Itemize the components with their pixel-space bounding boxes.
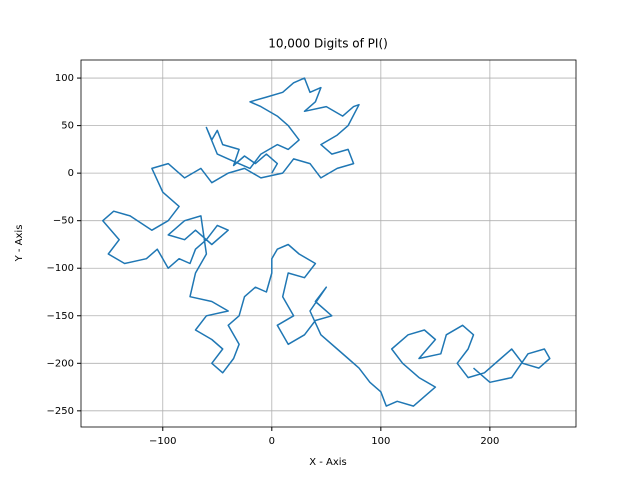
- y-tick-label: 0: [68, 168, 74, 179]
- x-tick-label: −100: [149, 436, 176, 447]
- y-tick-label: 50: [61, 121, 74, 132]
- y-tick-label: −100: [47, 263, 74, 274]
- y-axis-label: Y - Axis: [14, 225, 25, 263]
- chart-title: 10,000 Digits of PI(): [268, 37, 388, 51]
- y-tick-label: −200: [47, 358, 74, 369]
- plot-frame: [80, 59, 577, 428]
- x-tick-label: 0: [269, 436, 275, 447]
- y-tick-label: 100: [55, 73, 74, 84]
- x-tick-label: 200: [480, 436, 499, 447]
- x-tick-label: 100: [371, 436, 390, 447]
- x-axis-label: X - Axis: [309, 457, 347, 468]
- walk-line: [102, 77, 551, 407]
- y-tick-label: −250: [47, 406, 74, 417]
- y-tick-label: −50: [53, 216, 74, 227]
- y-tick-label: −150: [47, 311, 74, 322]
